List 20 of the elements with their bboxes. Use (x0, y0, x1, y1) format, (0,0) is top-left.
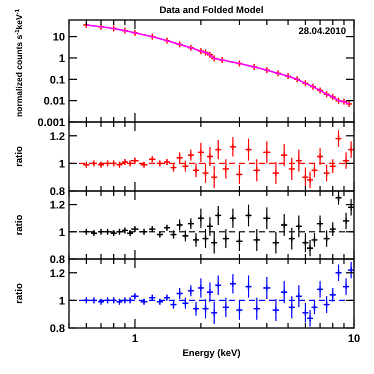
y-tick-label: 1.2 (50, 268, 65, 280)
x-axis-title: Energy (keV) (182, 348, 241, 359)
chart-title: Data and Folded Model (160, 5, 264, 16)
y-tick-label: 0.001 (37, 117, 65, 129)
y-tick-label: 0.8 (50, 254, 65, 266)
y-tick-label: 0.01 (44, 96, 65, 108)
y-axis-title: ratio (14, 214, 25, 236)
y-tick-label: 1 (58, 52, 65, 65)
y-tick-label: 1 (58, 295, 65, 308)
annotation: 28.04.2010 (298, 26, 346, 37)
y-tick-label: 0.8 (50, 323, 65, 335)
y-tick-label: 1.2 (50, 130, 65, 143)
y-axis-title: ratio (14, 146, 25, 167)
y-tick-label: 1 (58, 226, 65, 239)
y-tick-label: 10 (52, 32, 65, 44)
y-tick-label: 0.8 (50, 186, 65, 198)
y-tick-label: 1 (58, 158, 65, 170)
y-tick-label: 1.2 (50, 200, 65, 212)
y-axis-title: ratio (14, 283, 25, 304)
y-tick-label: 0.1 (50, 74, 65, 86)
